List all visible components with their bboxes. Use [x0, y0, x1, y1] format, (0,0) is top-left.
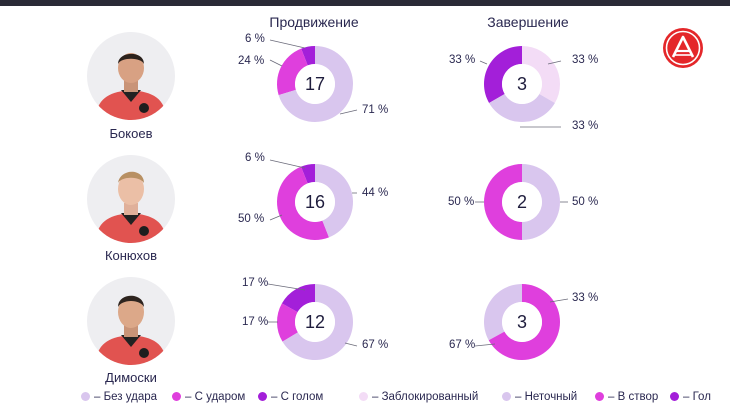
leader-line [549, 298, 569, 303]
legend-swatch [172, 392, 181, 401]
donut-hole [295, 302, 335, 342]
leader-line [479, 60, 488, 65]
donut-center-value: 2 [517, 192, 527, 212]
data-label: 6 % [245, 33, 265, 45]
donut-slice [301, 46, 315, 66]
data-label: 71 % [362, 104, 389, 116]
legend-item: – В створ [595, 391, 658, 403]
legend-label: – Заблокированный [372, 391, 479, 403]
legend: – Без удара – С ударом – С голом – Забло… [0, 391, 730, 409]
legend-swatch [595, 392, 604, 401]
donut-slice [277, 166, 329, 241]
legend-label: – Без удара [94, 391, 158, 403]
data-label: 24 % [238, 55, 265, 67]
legend-label: – С ударом [185, 391, 246, 403]
club-logo-icon [662, 27, 704, 69]
data-label: 17 % [242, 316, 269, 328]
donut-slice [484, 284, 522, 341]
donut-center-value: 12 [305, 312, 325, 332]
leader-line [269, 39, 306, 49]
player-name: Димоски [105, 370, 157, 385]
top-bar [0, 0, 730, 6]
legend-item: – С голом [258, 391, 323, 403]
legend-item: – Гол [670, 391, 711, 403]
data-label: 33 % [572, 120, 599, 132]
donut-slice [488, 284, 560, 361]
donut-hole [295, 182, 335, 222]
legend-swatch [359, 392, 368, 401]
donut-slice [522, 46, 560, 103]
leader-line [344, 342, 358, 347]
donut-slice [278, 46, 353, 122]
data-label: 33 % [572, 54, 599, 66]
leader-line [269, 214, 283, 221]
donut-slice [315, 164, 353, 238]
player-name: Конюхов [104, 248, 158, 263]
legend-label: – Неточный [515, 391, 578, 403]
donut-center-value: 3 [517, 74, 527, 94]
legend-label: – В створ [608, 391, 659, 403]
donut-slice [301, 164, 315, 184]
leader-line [269, 59, 283, 67]
donut-hole [502, 182, 542, 222]
player-name: Бокоев [109, 126, 153, 141]
legend-swatch [81, 392, 90, 401]
finishing-header: Завершение [487, 14, 569, 30]
leader-line [269, 159, 306, 169]
donut-slice [484, 164, 522, 240]
data-label: 33 % [572, 292, 599, 304]
donut-center-value: 16 [305, 192, 325, 212]
data-label: 50 % [572, 196, 599, 208]
legend-label: – Гол [683, 391, 711, 403]
data-label: 6 % [245, 152, 265, 164]
legend-item: – Неточный [502, 391, 577, 403]
legend-swatch [502, 392, 511, 401]
donut-slice [489, 94, 555, 122]
leader-line [339, 109, 358, 115]
donut-slice [276, 303, 298, 342]
player-photo-bokoev [87, 32, 175, 120]
donut-center-value: 3 [517, 312, 527, 332]
donut-slice [281, 284, 315, 313]
data-label: 67 % [449, 339, 476, 351]
donut-center-value: 17 [305, 74, 325, 94]
data-label: 50 % [448, 196, 475, 208]
player-photo-konyukhov [87, 155, 175, 243]
legend-item: – С ударом [172, 391, 245, 403]
donut-slice [484, 46, 522, 103]
data-label: 50 % [238, 213, 265, 225]
data-label: 17 % [242, 277, 269, 289]
legend-swatch [258, 392, 267, 401]
progression-header: Продвижение [269, 14, 359, 30]
donut-slice [282, 284, 354, 361]
legend-item: – Заблокированный [359, 391, 478, 403]
donut-hole [295, 64, 335, 104]
legend-item: – Без удара [81, 391, 157, 403]
leader-line [547, 60, 562, 65]
legend-swatch [670, 392, 679, 401]
player-photo-dimoski [87, 277, 175, 365]
data-label: 33 % [449, 54, 476, 66]
donut-hole [502, 302, 542, 342]
leader-line [267, 283, 306, 291]
data-label: 44 % [362, 187, 389, 199]
donut-slice [522, 164, 560, 240]
donut-hole [502, 64, 542, 104]
leader-line [474, 343, 496, 347]
donut-slice [277, 48, 308, 96]
data-label: 67 % [362, 339, 389, 351]
legend-label: – С голом [271, 391, 324, 403]
